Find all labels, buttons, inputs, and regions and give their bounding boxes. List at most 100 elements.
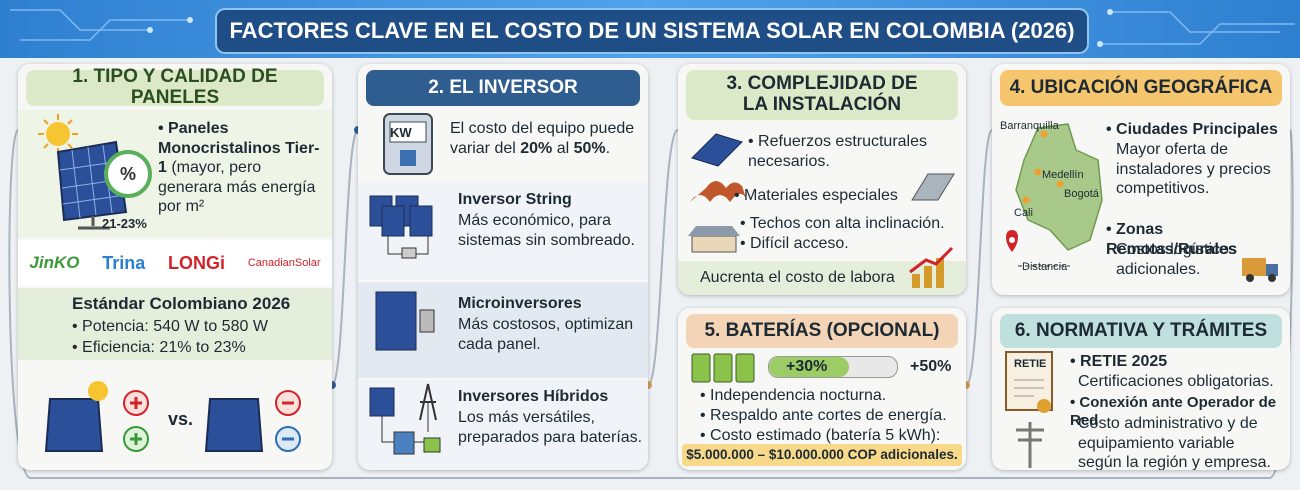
decoration bbox=[78, 216, 110, 230]
intro-part: al bbox=[552, 139, 574, 157]
decoration bbox=[1022, 130, 1064, 204]
decoration bbox=[688, 226, 740, 236]
item-title: • Zonas Remotas/Rurales bbox=[1106, 221, 1237, 258]
decoration bbox=[88, 381, 108, 401]
intro-part: 20% bbox=[520, 139, 553, 157]
decoration bbox=[691, 235, 737, 253]
decoration bbox=[10, 9, 1295, 45]
item: • Independencia nocturna. bbox=[700, 387, 887, 404]
type-icons bbox=[369, 195, 441, 455]
decoration bbox=[1266, 264, 1278, 276]
inverter-icon bbox=[383, 113, 433, 175]
feature-text: • Paneles Monocristalinos Tier-1 (mayor,… bbox=[158, 119, 323, 217]
panel-heading: 1. TIPO Y CALIDAD DE PANELES bbox=[26, 66, 324, 108]
item: • Difícil acceso. bbox=[740, 235, 849, 252]
decoration bbox=[419, 309, 435, 333]
standard-section bbox=[18, 288, 332, 360]
decoration bbox=[691, 353, 711, 383]
icon-label: RETIE bbox=[1014, 358, 1047, 370]
decoration bbox=[204, 398, 264, 452]
item-text: Certificaciones obligatorias. bbox=[1078, 373, 1274, 390]
decoration bbox=[147, 9, 1113, 47]
type-text: Más económico, para sistemas sin sombrea… bbox=[458, 212, 635, 249]
feature-title: • Paneles Monocristalinos Tier-1 bbox=[158, 120, 320, 177]
decoration bbox=[691, 353, 755, 383]
decoration bbox=[369, 195, 433, 237]
truck-icon bbox=[1242, 258, 1278, 282]
decoration bbox=[423, 437, 441, 453]
circuit-pattern bbox=[10, 9, 1295, 47]
bar-label: +30% bbox=[786, 358, 828, 375]
highlight: $5.000.000 – $10.000.000 COP adicionales… bbox=[686, 447, 958, 462]
panel-baterias: 5. BATERÍAS (OPCIONAL) +30% +50% • Indep… bbox=[678, 308, 966, 470]
feature-desc: (mayor, pero generara más energía por m² bbox=[158, 159, 316, 216]
map-label: Barranquilla bbox=[1000, 120, 1059, 132]
icon-label: KW bbox=[390, 125, 412, 140]
decoration bbox=[369, 387, 395, 417]
decoration bbox=[1016, 422, 1044, 468]
decoration bbox=[375, 291, 417, 351]
item-text: Costo administrativo y de equipamiento v… bbox=[1078, 415, 1271, 470]
type-title: Inversor String bbox=[458, 191, 572, 208]
panel-icon: % bbox=[38, 114, 152, 230]
decoration bbox=[1268, 274, 1276, 282]
decoration bbox=[1022, 196, 1030, 204]
item-text: Costos logísticos adicionales. bbox=[1116, 241, 1237, 278]
decoration bbox=[1110, 11, 1280, 33]
decoration bbox=[409, 205, 433, 237]
panel-paneles: 1. TIPO Y CALIDAD DE PANELES % 21-23% • … bbox=[18, 64, 332, 470]
brand: Trina bbox=[102, 252, 146, 273]
decoration bbox=[909, 246, 954, 274]
item: • Respaldo ante cortes de energía. bbox=[700, 407, 947, 424]
item: • Techos con alta inclinación. bbox=[740, 215, 945, 232]
decoration bbox=[38, 114, 78, 154]
decoration bbox=[1014, 379, 1044, 397]
standard-item: • Eficiencia: 21% to 23% bbox=[72, 339, 246, 356]
decoration bbox=[1040, 130, 1048, 138]
brand: JinKO bbox=[29, 253, 80, 272]
decoration bbox=[1246, 274, 1254, 282]
decoration bbox=[187, 17, 193, 23]
decoration bbox=[912, 274, 920, 288]
decoration bbox=[691, 133, 743, 167]
decoration bbox=[381, 205, 405, 237]
intro: El costo del equipo puede variar del 20%… bbox=[450, 119, 640, 158]
decoration bbox=[130, 397, 142, 409]
panel-ubicacion: 4. UBICACIÓN GEOGRÁFICA Barranquilla Med… bbox=[992, 64, 1290, 295]
map-label: Medellín bbox=[1042, 169, 1084, 181]
decoration bbox=[1009, 237, 1015, 243]
decoration bbox=[911, 173, 955, 201]
decoration bbox=[104, 150, 152, 198]
footer: Aucrenta el costo de labora bbox=[700, 269, 895, 286]
sheet-icon bbox=[911, 173, 955, 201]
decoration bbox=[1242, 258, 1266, 276]
battery-icons bbox=[691, 353, 755, 383]
bar-label: +50% bbox=[910, 358, 952, 375]
permit-icons bbox=[1005, 351, 1053, 468]
highlight-band bbox=[682, 444, 962, 466]
icon-glyph: % bbox=[120, 164, 136, 184]
intro-part: 50% bbox=[573, 139, 606, 157]
decoration bbox=[1056, 180, 1064, 188]
standard-item: • Potencia: 540 W to 580 W bbox=[72, 318, 268, 335]
decoration bbox=[1107, 9, 1113, 15]
title: FACTORES CLAVE EN EL COSTO DE UN SISTEMA… bbox=[229, 18, 1075, 43]
decoration bbox=[8, 129, 1294, 479]
type-text: Más costosos, optimizan cada panel. bbox=[458, 316, 634, 353]
decoration bbox=[147, 27, 153, 33]
comparison-label: vs. bbox=[168, 409, 194, 429]
decoration bbox=[46, 122, 70, 146]
item: • Refuerzos estructurales necesarios. bbox=[748, 133, 928, 170]
decoration bbox=[1097, 41, 1103, 47]
decoration bbox=[20, 19, 190, 41]
type-title: Inversores Híbridos bbox=[458, 388, 609, 405]
intro-part: . bbox=[605, 139, 611, 157]
progress-fill bbox=[769, 357, 849, 377]
item: • Materiales especiales bbox=[734, 187, 898, 204]
decoration bbox=[400, 150, 416, 166]
decoration bbox=[331, 129, 359, 386]
type-text: Los más versátiles, preparados para bate… bbox=[458, 409, 643, 446]
type-row bbox=[358, 380, 648, 470]
panel-heading: 2. EL INVERSOR bbox=[366, 70, 640, 106]
